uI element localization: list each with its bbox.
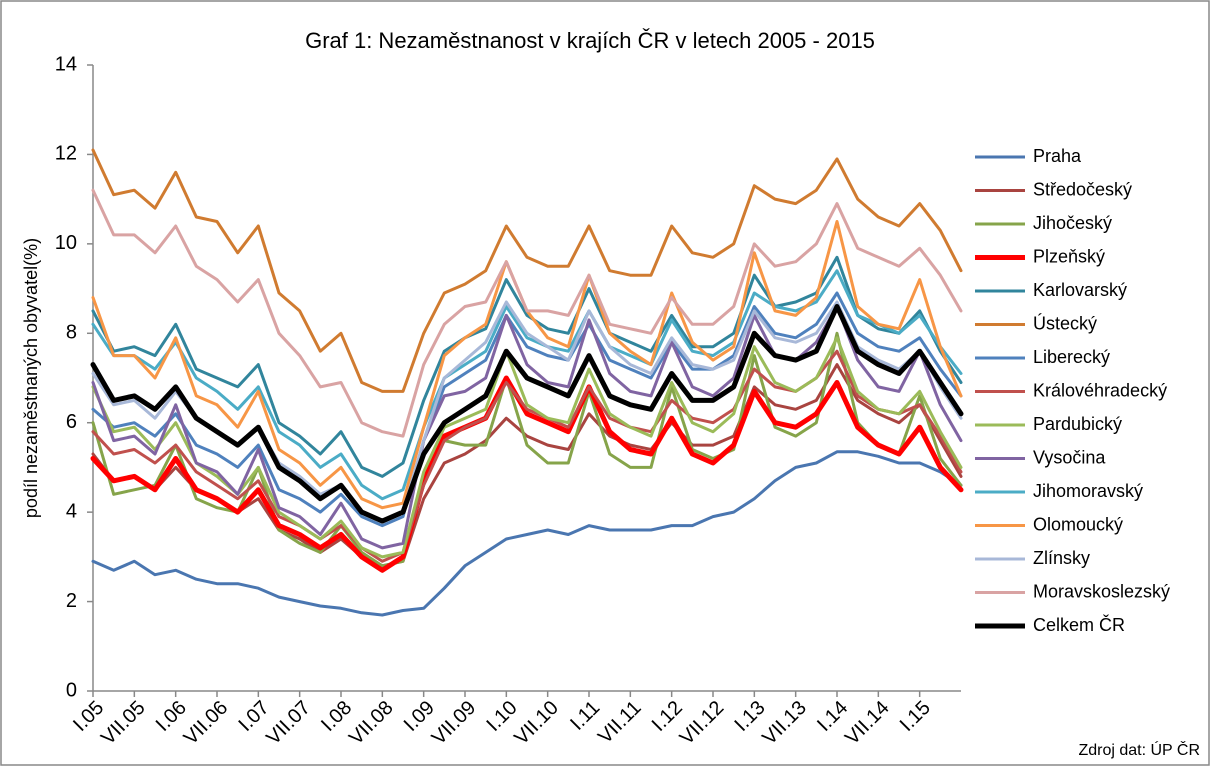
legend-label: Ústecký	[1033, 312, 1097, 333]
legend-label: Olomoucký	[1033, 514, 1123, 534]
y-tick-label: 2	[66, 590, 77, 612]
legend-label: Zlínsky	[1033, 548, 1090, 568]
series-line	[91, 291, 963, 528]
legend-label: Karlovarský	[1033, 280, 1127, 300]
y-tick-label: 6	[66, 411, 77, 433]
y-tick-label: 14	[55, 53, 77, 75]
legend-label: Vysočina	[1033, 447, 1106, 467]
legend-label: Jihočeský	[1033, 213, 1112, 233]
series-line	[91, 269, 963, 501]
y-tick-label: 10	[55, 232, 77, 254]
series-line	[91, 450, 963, 617]
series-line	[91, 188, 963, 438]
y-tick-label: 4	[66, 500, 77, 522]
legend-label: Jihomoravský	[1033, 481, 1143, 501]
legend-label: Pardubický	[1033, 414, 1122, 434]
series-line	[90, 304, 964, 524]
series-line	[91, 148, 963, 393]
legend-label: Královéhradecký	[1033, 380, 1167, 400]
legend-label: Moravskoslezský	[1033, 581, 1170, 601]
y-tick-label: 0	[66, 679, 77, 701]
y-tick-label: 12	[55, 143, 77, 165]
legend-label: Praha	[1033, 146, 1082, 166]
y-axis-label: podíl nezaměstnaných obyvatel(%)	[21, 238, 41, 518]
legend-label: Celkem ČR	[1033, 614, 1125, 635]
series-line	[91, 305, 963, 550]
y-tick-label: 8	[66, 322, 77, 344]
legend-label: Plzeňský	[1033, 246, 1105, 266]
series-line	[90, 375, 964, 573]
legend-label: Středočeský	[1033, 179, 1132, 199]
legend-label: Liberecký	[1033, 347, 1110, 367]
source-note: Zdroj dat: ÚP ČR	[1078, 740, 1200, 759]
chart-title: Graf 1: Nezaměstnanost v krajích ČR v le…	[305, 28, 875, 53]
